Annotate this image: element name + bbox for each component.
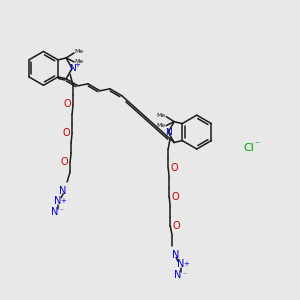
Text: N: N [52,207,59,217]
Text: Me: Me [157,123,166,128]
Text: N: N [165,128,172,136]
Text: N: N [69,64,76,73]
Text: N: N [59,186,67,196]
Text: O: O [63,99,71,109]
Text: O: O [60,157,68,167]
Text: N: N [172,250,180,260]
Text: +: + [60,198,66,204]
Text: N: N [177,260,185,269]
Text: O: O [171,192,179,202]
Text: O: O [172,220,180,231]
Text: +: + [74,62,80,68]
Text: Me: Me [74,50,84,55]
Text: ⁻: ⁻ [254,140,259,150]
Text: Me: Me [157,113,166,118]
Text: ⁻: ⁻ [182,272,186,278]
Text: Cl: Cl [244,143,254,153]
Text: N: N [55,196,62,206]
Text: O: O [62,128,70,138]
Text: Me: Me [74,59,84,64]
Text: +: + [183,262,189,268]
Text: N: N [175,270,182,280]
Text: ⁻: ⁻ [59,209,63,215]
Text: O: O [170,163,178,173]
